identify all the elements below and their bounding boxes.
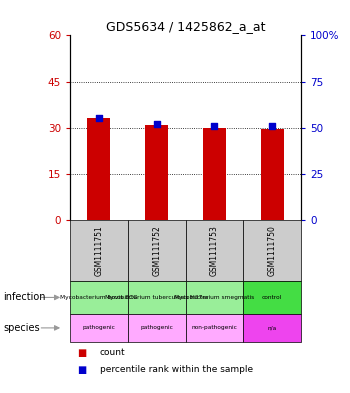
Title: GDS5634 / 1425862_a_at: GDS5634 / 1425862_a_at bbox=[106, 20, 265, 33]
Text: non-pathogenic: non-pathogenic bbox=[191, 325, 237, 331]
Bar bbox=[145, 125, 168, 220]
Bar bbox=[88, 119, 111, 220]
Text: GSM1111753: GSM1111753 bbox=[210, 225, 219, 276]
Text: n/a: n/a bbox=[267, 325, 277, 331]
Point bbox=[211, 123, 217, 129]
Point bbox=[269, 123, 275, 129]
Text: infection: infection bbox=[4, 292, 46, 303]
Text: ■: ■ bbox=[77, 365, 86, 375]
Text: pathogenic: pathogenic bbox=[83, 325, 115, 331]
Text: count: count bbox=[100, 348, 125, 357]
Text: Mycobacterium smegmatis: Mycobacterium smegmatis bbox=[174, 295, 254, 300]
Text: species: species bbox=[4, 323, 40, 333]
Text: percentile rank within the sample: percentile rank within the sample bbox=[100, 365, 253, 375]
Point bbox=[154, 121, 160, 127]
Text: GSM1111750: GSM1111750 bbox=[268, 225, 276, 276]
Bar bbox=[203, 128, 226, 220]
Text: ■: ■ bbox=[77, 348, 86, 358]
Text: control: control bbox=[262, 295, 282, 300]
Point bbox=[96, 116, 101, 122]
Text: GSM1111752: GSM1111752 bbox=[152, 225, 161, 276]
Text: pathogenic: pathogenic bbox=[140, 325, 173, 331]
Text: GSM1111751: GSM1111751 bbox=[94, 225, 103, 276]
Text: Mycobacterium bovis BCG: Mycobacterium bovis BCG bbox=[60, 295, 138, 300]
Text: Mycobacterium tuberculosis H37ra: Mycobacterium tuberculosis H37ra bbox=[105, 295, 208, 300]
Bar bbox=[260, 129, 284, 220]
